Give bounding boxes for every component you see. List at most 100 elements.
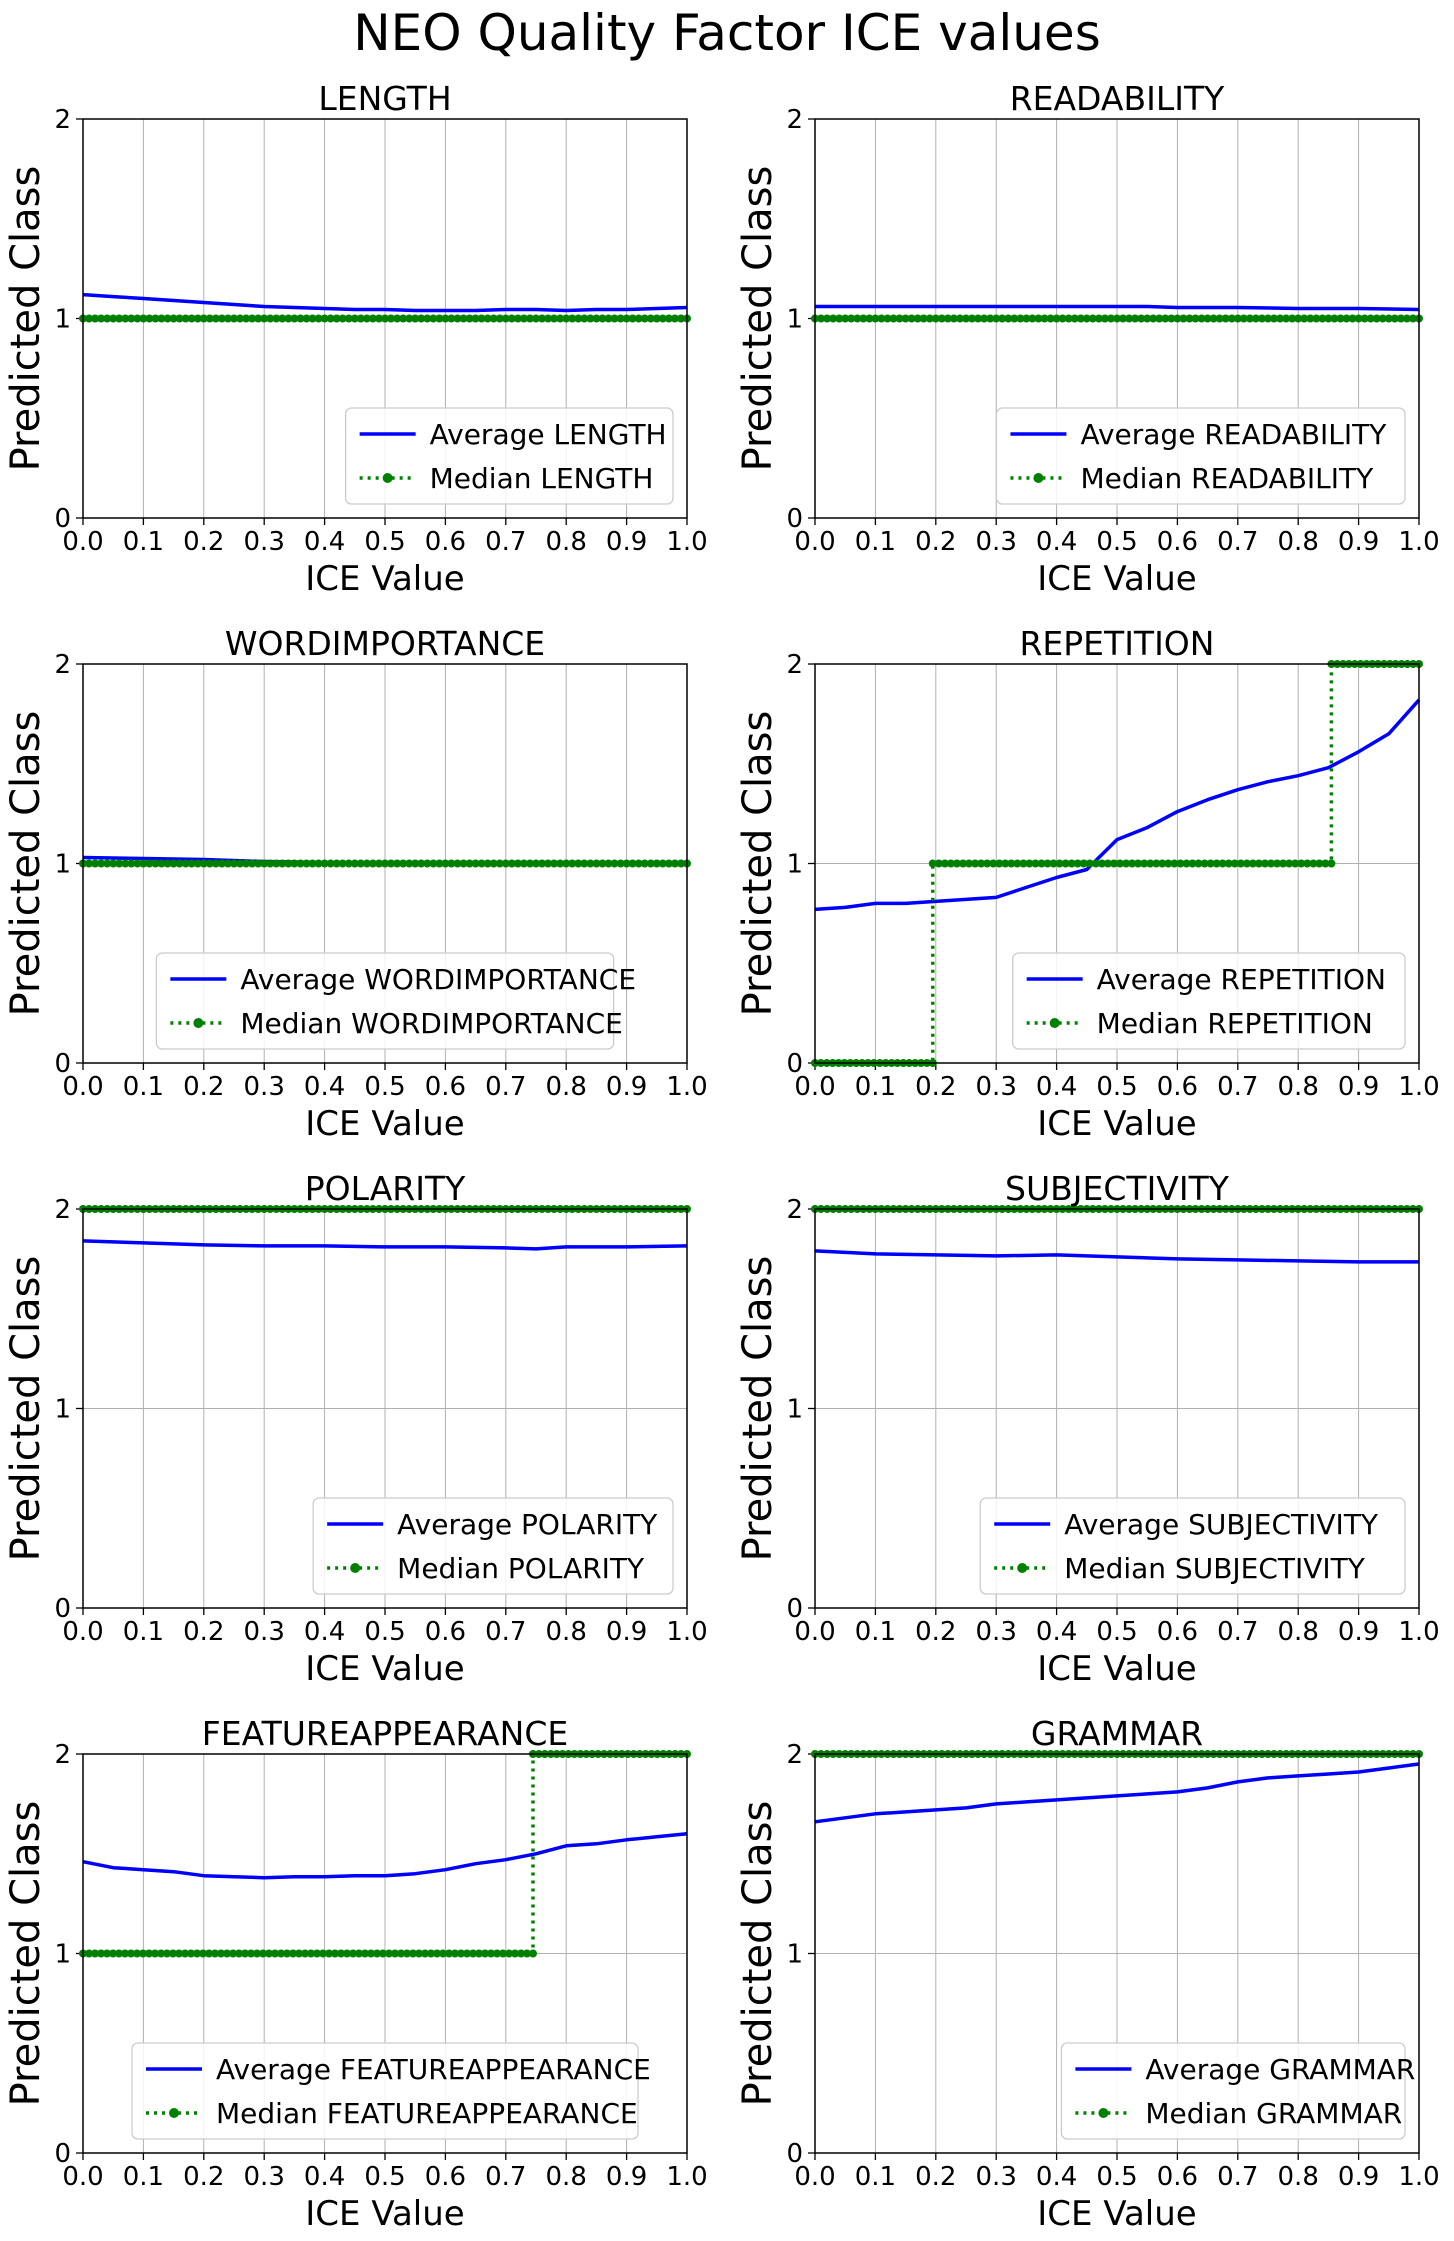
median-marker <box>499 1949 507 1958</box>
median-marker <box>453 314 462 323</box>
median-marker <box>1348 314 1357 323</box>
median-marker <box>1261 859 1269 868</box>
median-marker <box>519 859 528 868</box>
x-tick-label: 0.6 <box>1157 527 1198 557</box>
median-marker <box>1200 859 1209 868</box>
series-line-average <box>814 1762 1420 1824</box>
median-marker <box>622 314 631 323</box>
median-marker <box>1194 859 1203 868</box>
median-marker <box>435 859 444 868</box>
y-axis-label: Predicted Class <box>735 711 781 1017</box>
median-marker <box>97 1949 105 1958</box>
median-marker <box>487 1949 495 1958</box>
median-marker <box>495 859 504 868</box>
median-marker <box>224 314 232 323</box>
plot-frame <box>82 1753 688 2154</box>
y-axis-label: Predicted Class <box>735 166 781 472</box>
median-marker <box>1064 314 1073 323</box>
plot-frame <box>814 1208 1420 1609</box>
x-tick-label: 0.4 <box>1036 1072 1077 1102</box>
median-marker <box>115 859 124 868</box>
median-marker <box>1188 859 1197 868</box>
median-marker <box>85 314 93 323</box>
x-tick-label: 0.5 <box>364 1072 405 1102</box>
median-marker <box>977 859 986 868</box>
y-axis-label: Predicted Class <box>3 1256 49 1562</box>
median-marker <box>193 1949 201 1958</box>
legend-box <box>1012 952 1406 1050</box>
median-marker <box>493 1949 501 1958</box>
plot-frame <box>814 118 1420 519</box>
legend-label: Median FEATUREAPPEARANCE <box>216 2097 638 2130</box>
median-marker <box>628 859 637 868</box>
median-marker <box>586 314 595 323</box>
x-tick-label: 0.9 <box>606 1617 647 1647</box>
x-tick-label: 0.0 <box>62 2162 103 2192</box>
median-marker <box>1107 314 1115 323</box>
median-marker <box>847 314 856 323</box>
x-tick-label: 0.1 <box>123 1072 164 1102</box>
median-marker <box>399 859 408 868</box>
median-marker <box>995 859 1004 868</box>
median-marker <box>1330 314 1339 323</box>
median-marker <box>507 314 516 323</box>
median-marker <box>1146 859 1155 868</box>
x-tick-label: 0.5 <box>364 1617 405 1647</box>
median-marker <box>562 314 571 323</box>
x-tick-label: 1.0 <box>666 1617 707 1647</box>
median-marker <box>670 859 679 868</box>
median-marker <box>465 314 474 323</box>
median-marker <box>556 314 565 323</box>
median-marker <box>1164 859 1173 868</box>
median-marker <box>343 1949 351 1958</box>
series-line-average <box>82 1239 688 1251</box>
median-marker <box>1167 314 1176 323</box>
x-tick-label: 1.0 <box>1398 1072 1439 1102</box>
median-marker <box>1245 314 1254 323</box>
median-marker <box>411 859 420 868</box>
median-marker <box>1149 314 1158 323</box>
median-marker <box>610 314 619 323</box>
median-marker <box>121 859 130 868</box>
median-marker <box>956 314 964 323</box>
median-marker <box>283 1949 291 1958</box>
median-marker <box>423 859 432 868</box>
median-marker <box>1336 314 1345 323</box>
x-tick-label: 1.0 <box>666 1072 707 1102</box>
legend-label: Average POLARITY <box>397 1508 658 1541</box>
median-marker <box>91 314 100 323</box>
median-marker <box>1270 314 1278 323</box>
median-marker <box>1031 859 1040 868</box>
chart-panel-length: 0.0 0.1 0.2 0.3 0.4 0.5 0.6 0.7 0.8 0.9 1.0 0 1 2 LENG… <box>3 79 708 599</box>
median-marker <box>181 1949 189 1958</box>
x-tick-label: 0.4 <box>304 1072 345 1102</box>
median-marker <box>1091 859 1100 868</box>
median-marker <box>505 1949 513 1958</box>
median-marker <box>361 1949 369 1958</box>
median-marker <box>139 859 148 868</box>
median-marker <box>254 314 263 323</box>
median-marker <box>338 859 347 868</box>
median-marker <box>998 314 1007 323</box>
y-tick-label: 0 <box>54 504 71 534</box>
median-marker <box>284 859 293 868</box>
x-tick-label: 0.0 <box>62 1072 103 1102</box>
median-marker <box>529 1949 537 1958</box>
legend-label: Median WORDIMPORTANCE <box>240 1007 623 1040</box>
median-marker <box>1215 314 1224 323</box>
y-tick-label: 1 <box>786 1940 803 1970</box>
median-marker <box>387 859 395 868</box>
median-marker <box>277 1949 285 1958</box>
median-marker <box>127 1949 135 1958</box>
median-marker <box>1122 859 1131 868</box>
median-marker <box>889 314 898 323</box>
median-marker <box>296 314 305 323</box>
median-marker <box>962 314 970 323</box>
legend-label: Median LENGTH <box>430 462 654 495</box>
x-tick-label: 0.4 <box>304 1617 345 1647</box>
median-marker <box>326 859 335 868</box>
median-marker <box>1155 314 1164 323</box>
x-tick-label: 0.2 <box>183 527 224 557</box>
x-tick-label: 0.3 <box>244 527 285 557</box>
median-marker <box>1085 859 1094 868</box>
